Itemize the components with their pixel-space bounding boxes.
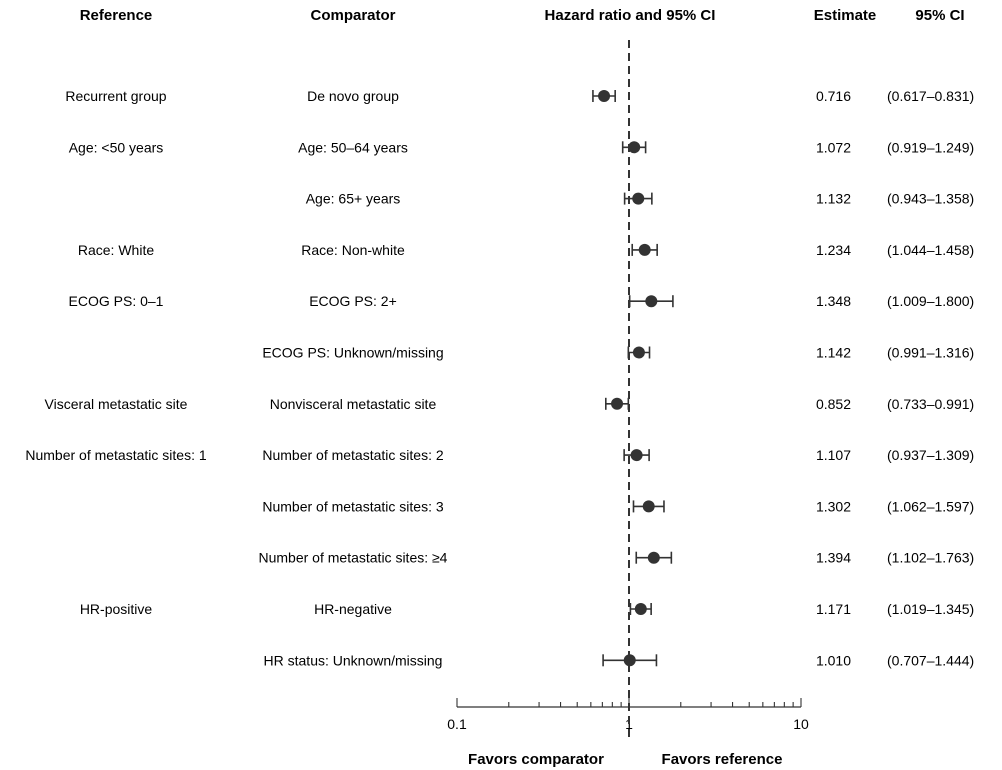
forest-row: Visceral metastatic site Nonvisceral meta… [45, 396, 975, 412]
row-ci-value: (1.044–1.458) [887, 242, 974, 258]
x-tick-label: 0.1 [447, 716, 467, 732]
forest-row: Age: 65+ years 1.132 (0.943–1.358) [306, 191, 974, 207]
header-hazard-ratio: Hazard ratio and 95% CI [545, 7, 716, 24]
row-comparator-label: Number of metastatic sites: 2 [262, 447, 444, 463]
favors-reference-label: Favors reference [662, 751, 783, 768]
row-ci-value: (0.707–1.444) [887, 652, 974, 668]
forest-row: Number of metastatic sites: 1 Number of m… [25, 447, 974, 463]
row-comparator-label: Number of metastatic sites: ≥4 [259, 550, 448, 566]
row-comparator-label: ECOG PS: Unknown/missing [262, 345, 443, 361]
row-estimate-value: 1.302 [816, 498, 851, 514]
row-estimate-value: 1.348 [816, 293, 851, 309]
forest-row: Recurrent group De novo group 0.716 (0.617–… [65, 88, 974, 104]
forest-row: HR-positive HR-negative 1.171 (1.019–1.345) [80, 601, 974, 617]
estimate-point [632, 192, 645, 205]
row-reference-label: Visceral metastatic site [45, 396, 188, 412]
forest-row: HR status: Unknown/missing 1.010 (0.707–1.… [264, 652, 975, 668]
x-tick-label: 10 [793, 716, 809, 732]
forest-row: Number of metastatic sites: ≥4 1.394 (1.10… [259, 550, 975, 566]
row-ci-value: (1.062–1.597) [887, 498, 974, 514]
row-estimate-value: 1.394 [816, 550, 851, 566]
row-comparator-label: Nonvisceral metastatic site [270, 396, 437, 412]
header-reference: Reference [80, 7, 153, 24]
row-ci-value: (0.617–0.831) [887, 88, 974, 104]
row-ci-value: (0.937–1.309) [887, 447, 974, 463]
row-comparator-label: Race: Non-white [301, 242, 405, 258]
row-comparator-label: ECOG PS: 2+ [309, 293, 397, 309]
forest-row: ECOG PS: 0–1 ECOG PS: 2+ 1.348 (1.009–1.800… [69, 293, 975, 309]
estimate-point [630, 449, 643, 462]
row-estimate-value: 0.716 [816, 88, 851, 104]
estimate-point [645, 295, 658, 308]
estimate-point [634, 603, 647, 615]
forest-row: ECOG PS: Unknown/missing 1.142 (0.991–1.31… [262, 345, 974, 361]
row-ci-value: (1.009–1.800) [887, 293, 974, 309]
row-estimate-value: 1.234 [816, 242, 851, 258]
row-estimate-value: 0.852 [816, 396, 851, 412]
row-reference-label: Age: <50 years [69, 139, 164, 155]
header-ci: 95% CI [915, 7, 964, 24]
row-ci-value: (1.019–1.345) [887, 601, 974, 617]
favors-comparator-label: Favors comparator [468, 751, 604, 768]
row-reference-label: ECOG PS: 0–1 [69, 293, 164, 309]
estimate-point [611, 397, 624, 410]
row-reference-label: Race: White [78, 242, 154, 258]
row-estimate-value: 1.142 [816, 345, 851, 361]
row-ci-value: (1.102–1.763) [887, 550, 974, 566]
forest-rows: Recurrent group De novo group 0.716 (0.617–… [25, 88, 974, 668]
estimate-point [623, 654, 636, 667]
row-ci-value: (0.991–1.316) [887, 345, 974, 361]
forest-row: Number of metastatic sites: 3 1.302 (1.062… [262, 498, 974, 514]
estimate-point [642, 500, 655, 513]
row-reference-label: HR-positive [80, 601, 153, 617]
estimate-point [647, 551, 660, 564]
row-comparator-label: Number of metastatic sites: 3 [262, 498, 444, 514]
row-ci-value: (0.919–1.249) [887, 139, 974, 155]
row-ci-value: (0.943–1.358) [887, 191, 974, 207]
row-estimate-value: 1.132 [816, 191, 851, 207]
header-estimate: Estimate [814, 7, 877, 24]
row-comparator-label: HR-negative [314, 601, 392, 617]
row-reference-label: Recurrent group [65, 88, 166, 104]
estimate-point [638, 243, 651, 256]
header-comparator: Comparator [310, 7, 395, 24]
estimate-point [628, 141, 641, 154]
row-estimate-value: 1.072 [816, 139, 851, 155]
forest-row: Age: <50 years Age: 50–64 years 1.072 (0.91… [69, 139, 974, 155]
column-headers: Reference Comparator Hazard ratio and 95… [80, 7, 965, 24]
row-ci-value: (0.733–0.991) [887, 396, 974, 412]
row-estimate-value: 1.171 [816, 601, 851, 617]
row-comparator-label: HR status: Unknown/missing [264, 652, 443, 668]
row-estimate-value: 1.010 [816, 652, 851, 668]
estimate-point [598, 90, 611, 102]
row-comparator-label: Age: 65+ years [306, 191, 401, 207]
estimate-point [632, 346, 645, 359]
forest-row: Race: White Race: Non-white 1.234 (1.044–1.… [78, 242, 974, 258]
row-reference-label: Number of metastatic sites: 1 [25, 447, 207, 463]
row-comparator-label: Age: 50–64 years [298, 139, 408, 155]
row-comparator-label: De novo group [307, 88, 399, 104]
row-estimate-value: 1.107 [816, 447, 851, 463]
